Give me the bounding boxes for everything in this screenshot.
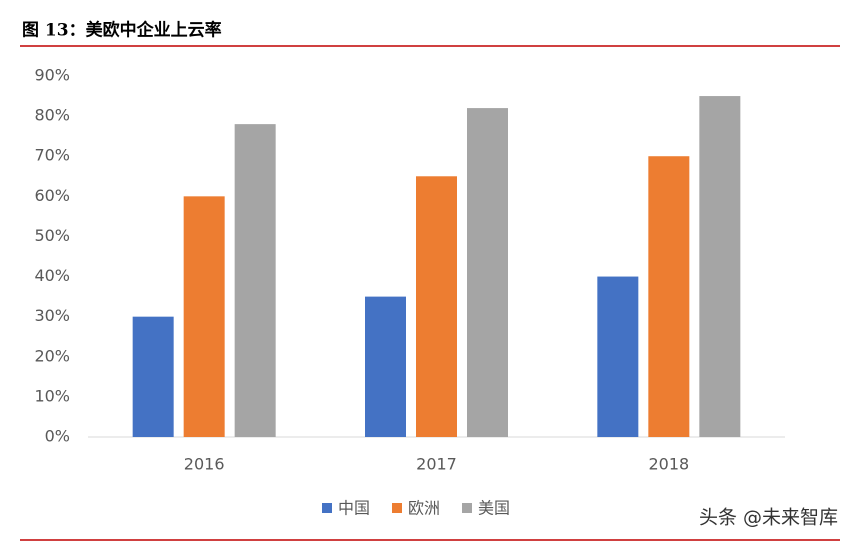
x-tick-label: 2018	[648, 455, 689, 474]
y-tick-label: 40%	[34, 266, 70, 285]
legend-swatch	[392, 503, 402, 513]
y-tick-label: 10%	[34, 386, 70, 405]
legend-swatch	[462, 503, 472, 513]
watermark: 头条 @未来智库	[699, 507, 838, 529]
legend-label: 欧洲	[408, 499, 440, 518]
bar	[234, 124, 276, 437]
bar	[597, 276, 639, 437]
y-tick-label: 90%	[34, 66, 70, 85]
bar	[183, 196, 225, 437]
y-tick-label: 0%	[45, 427, 70, 446]
bar	[648, 156, 690, 437]
y-tick-label: 60%	[34, 186, 70, 205]
bar	[132, 316, 174, 437]
legend-label: 美国	[478, 499, 510, 518]
x-tick-label: 2016	[184, 455, 225, 474]
x-tick-label: 2017	[416, 455, 457, 474]
y-tick-label: 50%	[34, 226, 70, 245]
legend-label: 中国	[338, 499, 370, 518]
bar	[416, 176, 457, 437]
y-tick-label: 20%	[34, 346, 70, 365]
y-tick-label: 70%	[34, 146, 70, 165]
chart-title: 图 13：美欧中企业上云率	[22, 20, 222, 41]
legend-swatch	[322, 503, 332, 513]
bar	[699, 96, 741, 438]
y-tick-label: 30%	[34, 306, 70, 325]
bar	[365, 296, 406, 437]
bar	[467, 108, 508, 437]
y-tick-label: 80%	[34, 106, 70, 125]
